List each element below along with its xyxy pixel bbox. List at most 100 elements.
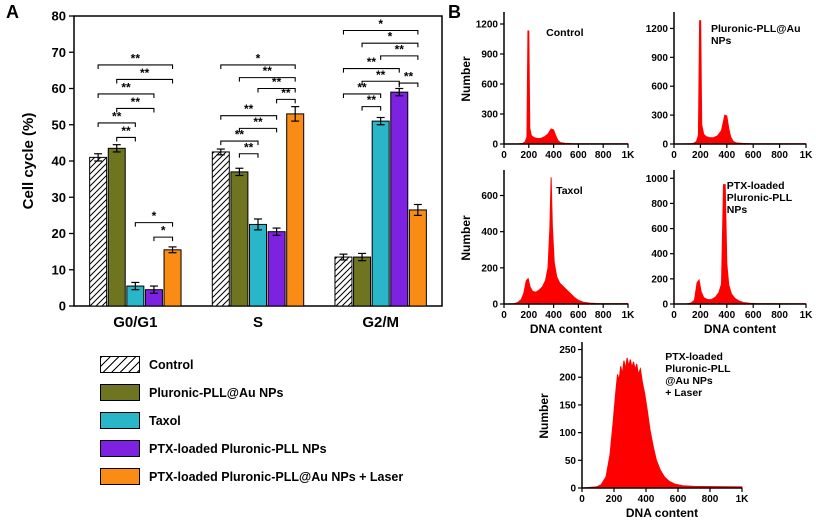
histogram-inner-label: Pluronic-PLL@Au	[711, 23, 801, 35]
significance-bracket	[97, 64, 174, 69]
significance-stars: *	[152, 209, 157, 223]
hist-ptx-loaded-pluronic-pll-au-nps-laser-svg: 0 50 100 150 200 250 0 200 400 600 800 1K Number DNA …	[537, 342, 750, 520]
panel-b-label: B	[448, 2, 461, 22]
svg-text:200: 200	[520, 150, 537, 161]
svg-text:0: 0	[501, 150, 507, 161]
histogram-inner-label: PTX-loaded	[665, 351, 723, 363]
significance-stars: **	[235, 128, 245, 142]
bar	[353, 256, 372, 307]
significance-stars: **	[367, 55, 377, 69]
bar	[249, 223, 267, 307]
legend: Control Pluronic-PLL@Au NPs Taxol PTX-loade…	[100, 356, 403, 485]
significance-stars: **	[272, 75, 282, 89]
svg-text:1K: 1K	[622, 310, 636, 321]
svg-text:900: 900	[651, 53, 668, 64]
svg-text:0: 0	[570, 484, 576, 495]
x-axis-label: DNA content	[530, 322, 602, 336]
x-axis-label: DNA content	[704, 322, 776, 336]
histogram-taxol: 0 200 400 600 0 200 400 600 800 1K Number DNA conte…	[458, 164, 636, 336]
x-category-label: S	[253, 314, 263, 331]
legend-swatch	[100, 412, 140, 429]
histogram-ptx-loaded-pluronic-pll-au-nps-laser: 0 50 100 150 200 250 0 200 400 600 800 1K Number DNA …	[536, 336, 750, 520]
legend-item: Control	[100, 356, 403, 373]
svg-text:70: 70	[52, 45, 66, 60]
svg-text:0: 0	[662, 300, 668, 311]
svg-text:400: 400	[545, 150, 562, 161]
cell-cycle-bar-svg: 0 10 20 30 40 50 60 70 80 Cell cycle (%) G0/G1 S G2/…	[20, 9, 443, 331]
svg-text:800: 800	[595, 310, 612, 321]
significance-bracket	[257, 87, 296, 93]
significance-stars: *	[256, 51, 261, 65]
svg-text:0: 0	[671, 310, 677, 321]
histogram-inner-label: PTX-loaded	[727, 180, 785, 192]
legend-swatch	[100, 468, 140, 485]
histogram-inner-label: NPs	[727, 204, 748, 216]
svg-text:200: 200	[520, 310, 537, 321]
svg-text:50: 50	[52, 117, 66, 132]
histogram-inner-label: @Au NPs	[665, 375, 713, 387]
histogram-curve	[503, 177, 629, 305]
svg-text:150: 150	[559, 400, 576, 411]
bar	[286, 113, 305, 307]
svg-text:200: 200	[481, 263, 498, 274]
svg-text:800: 800	[702, 494, 719, 505]
x-axis-label: DNA content	[626, 506, 698, 520]
significance-stars: **	[281, 86, 291, 100]
svg-text:1200: 1200	[476, 20, 499, 31]
significance-bracket	[342, 68, 400, 73]
svg-text:600: 600	[481, 191, 498, 202]
svg-text:200: 200	[559, 373, 576, 384]
significance-bracket	[361, 42, 419, 48]
svg-text:600: 600	[745, 310, 762, 321]
svg-text:20: 20	[52, 226, 66, 241]
legend-item: Taxol	[100, 412, 403, 429]
cell-cycle-bar-chart: 0 10 20 30 40 50 60 70 80 Cell cycle (%) G0/G1 S G2/…	[18, 0, 452, 334]
histogram-inner-label: NPs	[711, 35, 732, 47]
significance-bracket	[97, 122, 136, 127]
svg-text:50: 50	[565, 456, 577, 467]
histogram-control: 0 300 600 900 1200 0 200 400 600 800 1K Number Contr…	[458, 6, 636, 162]
histogram-ptx-loaded-pluronic-pll-nps: 0 200 400 600 800 1000 0 200 400 600 800 1K DNA cont…	[640, 164, 814, 336]
histogram-curve	[503, 30, 629, 145]
y-axis-label: Number	[537, 393, 551, 439]
svg-text:800: 800	[595, 150, 612, 161]
hist-control-svg: 0 300 600 900 1200 0 200 400 600 800 1K Number Contr…	[459, 12, 636, 161]
svg-text:30: 30	[52, 190, 66, 205]
svg-text:800: 800	[651, 199, 668, 210]
significance-stars: **	[253, 115, 263, 129]
significance-bracket	[220, 140, 259, 146]
histogram-curve	[673, 184, 807, 305]
svg-text:800: 800	[771, 310, 788, 321]
significance-stars: **	[263, 64, 273, 78]
significance-bracket	[380, 55, 419, 60]
svg-text:1K: 1K	[736, 494, 750, 505]
legend-label: PTX-loaded Pluronic-PLL@Au NPs + Laser	[149, 469, 404, 484]
y-axis-label: Number	[459, 215, 473, 261]
significance-stars: **	[244, 140, 254, 154]
legend-label: Pluronic-PLL@Au NPs	[149, 385, 284, 400]
legend-swatch	[100, 440, 140, 457]
svg-text:200: 200	[606, 494, 623, 505]
svg-text:400: 400	[718, 150, 735, 161]
significance-stars: **	[121, 80, 131, 94]
significance-stars: **	[404, 70, 414, 84]
svg-text:1K: 1K	[622, 150, 636, 161]
significance-stars: **	[131, 51, 141, 65]
bar	[211, 151, 230, 307]
significance-stars: **	[395, 42, 405, 56]
svg-text:200: 200	[692, 310, 709, 321]
svg-text:0: 0	[501, 310, 507, 321]
svg-text:40: 40	[52, 154, 66, 169]
significance-stars: **	[357, 80, 367, 94]
significance-stars: **	[112, 109, 122, 123]
bar	[163, 249, 182, 307]
histogram-inner-label: Pluronic-PLL	[665, 363, 731, 375]
significance-bracket	[238, 77, 296, 82]
svg-text:100: 100	[559, 428, 576, 439]
bar	[267, 231, 286, 307]
significance-stars: *	[161, 224, 166, 238]
histogram-inner-label: + Laser	[665, 387, 702, 399]
svg-text:250: 250	[559, 345, 576, 356]
svg-text:600: 600	[670, 494, 687, 505]
